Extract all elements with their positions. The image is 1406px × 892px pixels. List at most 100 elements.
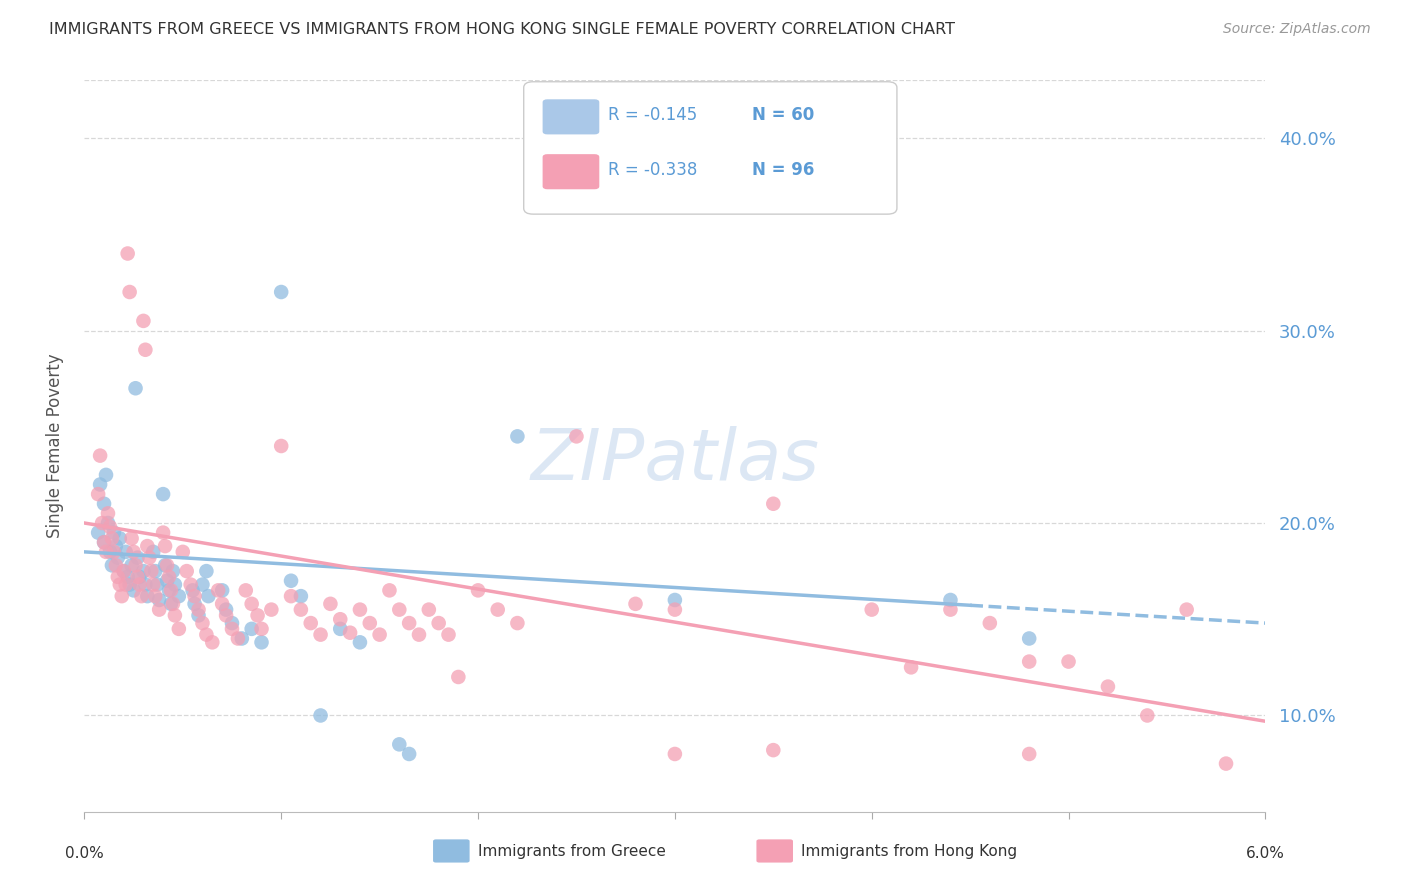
Point — [260, 602, 283, 616]
Point — [172, 545, 194, 559]
Point — [163, 577, 186, 591]
Point — [860, 602, 883, 616]
FancyBboxPatch shape — [543, 154, 599, 189]
Point — [156, 558, 179, 573]
Point — [157, 583, 180, 598]
Point — [250, 635, 273, 649]
Point — [114, 545, 136, 559]
Point — [191, 577, 214, 591]
Y-axis label: Single Female Poverty: Single Female Poverty — [45, 354, 63, 538]
Point — [506, 616, 529, 631]
Point — [136, 589, 159, 603]
Point — [246, 608, 269, 623]
Point — [128, 570, 150, 584]
Text: 6.0%: 6.0% — [1246, 847, 1285, 862]
Point — [195, 564, 218, 578]
Point — [408, 627, 430, 641]
Point — [900, 660, 922, 674]
Point — [349, 602, 371, 616]
Point — [624, 597, 647, 611]
Point — [1018, 747, 1040, 761]
Point — [427, 616, 450, 631]
Point — [157, 570, 180, 584]
Point — [467, 583, 489, 598]
Point — [128, 577, 150, 591]
Point — [939, 602, 962, 616]
Point — [93, 497, 115, 511]
Point — [195, 627, 218, 641]
Point — [124, 558, 146, 573]
Point — [98, 545, 121, 559]
Point — [221, 616, 243, 631]
FancyBboxPatch shape — [543, 99, 599, 135]
Point — [418, 602, 440, 616]
Point — [221, 622, 243, 636]
Point — [148, 593, 170, 607]
Point — [398, 616, 420, 631]
Point — [131, 589, 153, 603]
Point — [103, 545, 125, 559]
Point — [142, 577, 165, 591]
Point — [240, 597, 263, 611]
Point — [121, 532, 143, 546]
Point — [127, 550, 149, 565]
Point — [162, 564, 184, 578]
Point — [235, 583, 257, 598]
Point — [664, 747, 686, 761]
FancyBboxPatch shape — [523, 82, 897, 214]
Point — [91, 516, 114, 530]
Point — [191, 616, 214, 631]
Point — [240, 622, 263, 636]
Point — [378, 583, 401, 598]
Point — [138, 550, 160, 565]
Text: Source: ZipAtlas.com: Source: ZipAtlas.com — [1223, 22, 1371, 37]
Point — [141, 564, 163, 578]
Point — [565, 429, 588, 443]
Point — [122, 583, 145, 598]
Point — [329, 612, 352, 626]
Text: 0.0%: 0.0% — [65, 847, 104, 862]
Point — [118, 577, 141, 591]
Point — [87, 525, 110, 540]
Text: IMMIGRANTS FROM GREECE VS IMMIGRANTS FROM HONG KONG SINGLE FEMALE POVERTY CORREL: IMMIGRANTS FROM GREECE VS IMMIGRANTS FRO… — [49, 22, 955, 37]
Point — [226, 632, 249, 646]
Point — [101, 532, 124, 546]
Point — [132, 314, 155, 328]
Point — [148, 602, 170, 616]
Point — [762, 497, 785, 511]
Point — [103, 525, 125, 540]
Point — [111, 589, 134, 603]
Point — [108, 532, 131, 546]
Point — [114, 577, 136, 591]
Point — [94, 545, 117, 559]
Point — [97, 507, 120, 521]
Point — [142, 545, 165, 559]
Point — [160, 583, 183, 598]
Point — [181, 583, 204, 598]
Point — [143, 564, 166, 578]
Point — [183, 597, 205, 611]
Point — [187, 608, 209, 623]
Text: R = -0.145: R = -0.145 — [607, 106, 697, 124]
Point — [762, 743, 785, 757]
Point — [124, 381, 146, 395]
Point — [121, 558, 143, 573]
Point — [211, 597, 233, 611]
Point — [359, 616, 381, 631]
Point — [89, 449, 111, 463]
Point — [117, 246, 139, 260]
Point — [127, 570, 149, 584]
Point — [180, 577, 202, 591]
Point — [979, 616, 1001, 631]
Point — [89, 477, 111, 491]
Point — [939, 593, 962, 607]
Point — [437, 627, 460, 641]
Point — [388, 602, 411, 616]
Point — [231, 632, 253, 646]
Point — [97, 516, 120, 530]
Point — [201, 635, 224, 649]
Text: Immigrants from Greece: Immigrants from Greece — [478, 845, 666, 859]
Text: N = 60: N = 60 — [752, 106, 814, 124]
Point — [94, 467, 117, 482]
Point — [329, 622, 352, 636]
